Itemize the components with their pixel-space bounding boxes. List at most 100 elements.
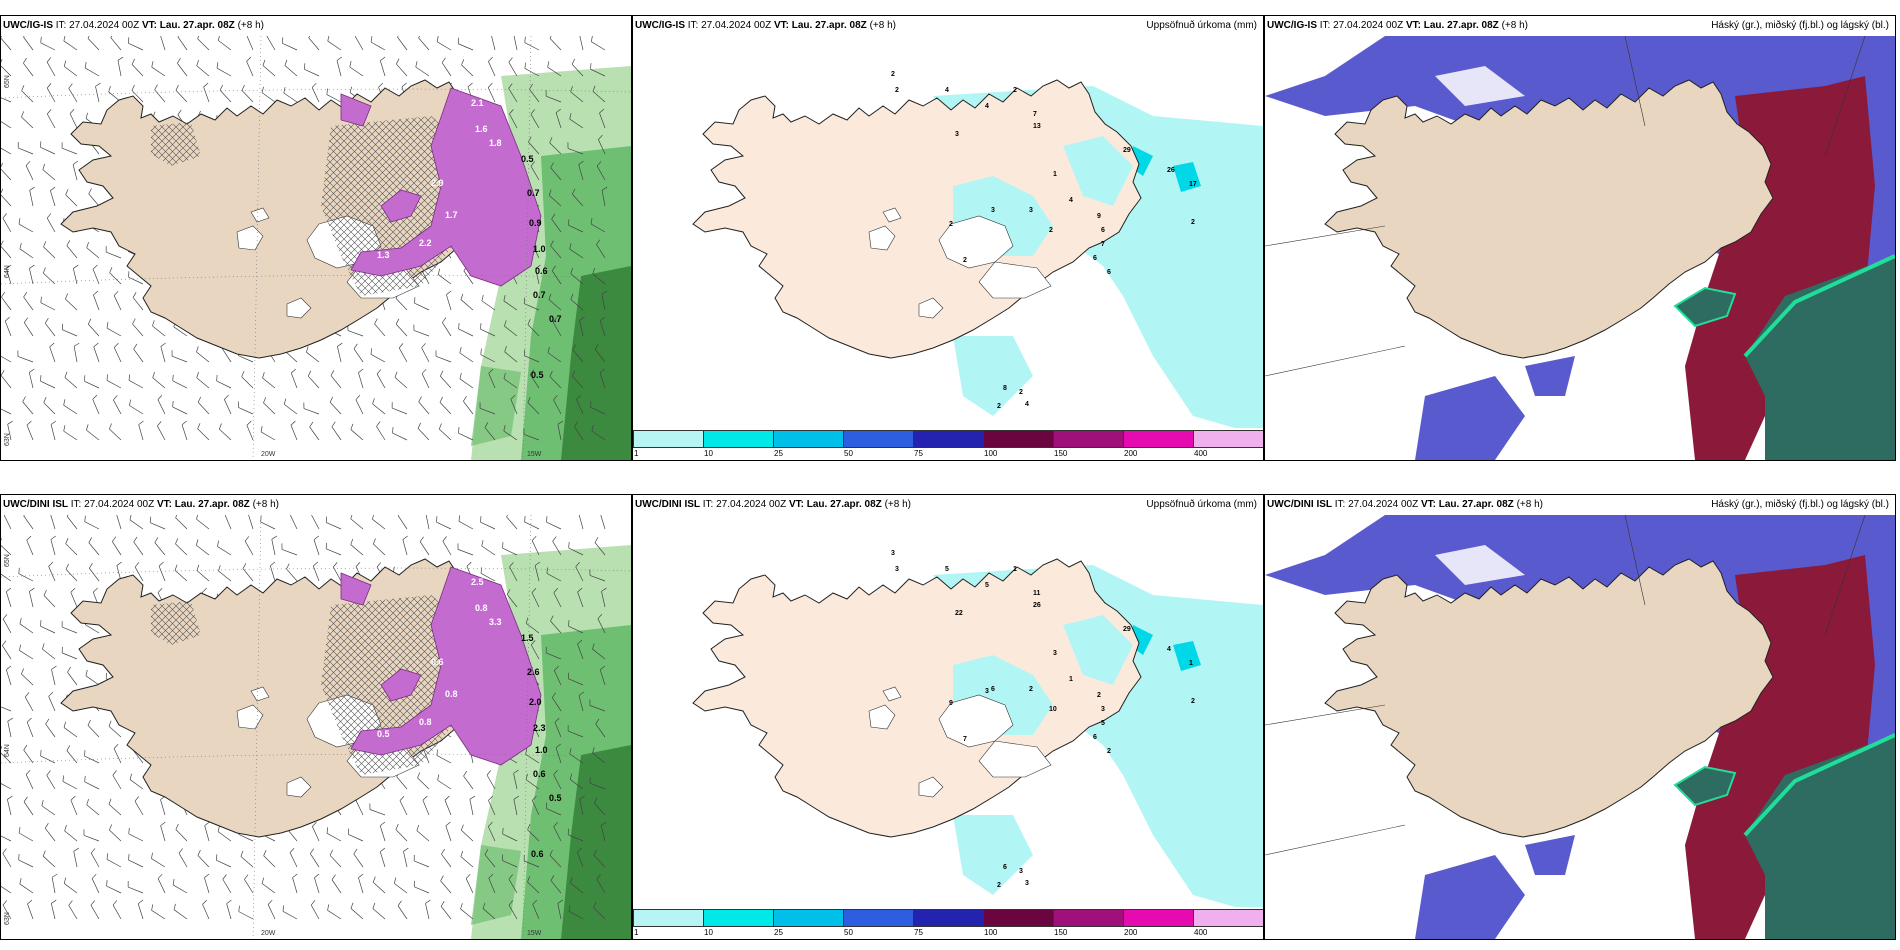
precip-value-label: 3 — [955, 131, 959, 138]
value-label: 2.5 — [471, 577, 484, 587]
scale-tick-label: 200 — [1124, 928, 1138, 937]
iceland-land — [1324, 79, 1774, 359]
scale-tick-label: 1 — [634, 449, 639, 458]
value-label: 0.6 — [531, 849, 544, 859]
glacier-areas — [868, 207, 1052, 319]
snow-hatch-area — [151, 601, 201, 645]
precip-value-label: 22 — [955, 610, 963, 617]
scale-swatch — [1193, 909, 1263, 927]
model-name: UWC/IG-IS — [3, 20, 53, 31]
axis-label: 63N — [4, 912, 11, 925]
precip-value-label: 6 — [1093, 734, 1097, 741]
value-label: 2.1 — [471, 98, 484, 108]
value-label: 0.9 — [529, 218, 542, 228]
value-label: 2.6 — [527, 667, 540, 677]
scale-tick-label: 400 — [1194, 928, 1208, 937]
scale-tick-label: 10 — [704, 928, 713, 937]
scale-tick-label: 1 — [634, 928, 639, 937]
scale-swatch — [1053, 430, 1124, 448]
scale-tick-label: 200 — [1124, 449, 1138, 458]
precip-value-label: 10 — [1049, 706, 1057, 713]
value-label: 1.3 — [377, 250, 390, 260]
precip-value-label: 4 — [1069, 197, 1073, 204]
scale-tick-label: 100 — [984, 449, 998, 458]
value-label: 2.0 — [529, 697, 542, 707]
panel-header: UWC/IG-IS IT: 27.04.2024 00Z VT: Lau. 27… — [1265, 16, 1895, 36]
init-time: 27.04.2024 00Z — [1333, 20, 1404, 31]
precip-value-label: 3 — [985, 688, 989, 695]
scale-tick-label: 75 — [914, 449, 923, 458]
precip-value-label: 5 — [945, 566, 949, 573]
precip-value-label: 3 — [1053, 650, 1057, 657]
scale-swatch — [913, 430, 984, 448]
precip-green-field — [471, 66, 631, 460]
valid-time: Lau. 27.apr. 08Z — [159, 20, 235, 31]
value-label: 0.5 — [521, 154, 534, 164]
map-panel-dini-clouds: UWC/DINI ISL IT: 27.04.2024 00Z VT: Lau.… — [1264, 494, 1896, 940]
precip-value-label: 2 — [1013, 87, 1017, 94]
map-area: 2 2 4 4 2 7 3 13 29 26 17 2 1 4 9 3 6 2 7 6 2 8 2 4 2 6 3 2 — [633, 36, 1263, 460]
precip-value-label: 8 — [1003, 385, 1007, 392]
value-label: 2.9 — [431, 178, 444, 188]
precip-value-label: 2 — [1029, 686, 1033, 693]
precip-value-label: 26 — [1167, 167, 1175, 174]
scale-swatch — [843, 909, 914, 927]
scale-swatch — [773, 430, 844, 448]
scale-swatch — [913, 909, 984, 927]
valid-time: Lau. 27.apr. 08Z — [806, 499, 882, 510]
precip-value-label: 3 — [895, 566, 899, 573]
value-label: 0.7 — [533, 290, 546, 300]
panel-title: Háský (gr.), miðský (fj.bl.) og lágský (… — [1711, 499, 1889, 510]
lead-time: (+8 h) — [1516, 499, 1543, 510]
value-label: 0.6 — [533, 769, 546, 779]
value-label: 0.5 — [549, 793, 562, 803]
panel-header: UWC/IG-IS IT: 27.04.2024 00Z VT: Lau. 27… — [633, 16, 1263, 36]
model-name: UWC/DINI ISL — [635, 499, 700, 510]
snowfall-pink-band — [340, 87, 542, 287]
scale-swatch — [843, 430, 914, 448]
precip-value-label: 4 — [1167, 646, 1171, 653]
precip-value-label: 2 — [1097, 692, 1101, 699]
precip-value-label: 6 — [1101, 227, 1105, 234]
scale-swatch — [1053, 909, 1124, 927]
value-label: 0.6 — [535, 266, 548, 276]
panel-header: UWC/DINI ISL IT: 27.04.2024 00Z VT: Lau.… — [1265, 495, 1895, 515]
precip-value-label: 2 — [963, 257, 967, 264]
axis-label: 20W — [261, 930, 276, 937]
precip-color-scale: 1 10 25 50 75 100 150 200 400 — [633, 428, 1263, 460]
lead-time: (+8 h) — [869, 20, 896, 31]
init-time: 27.04.2024 00Z — [1348, 499, 1419, 510]
axis-label: 20W — [261, 451, 276, 458]
precip-value-label: 2 — [1191, 219, 1195, 226]
precip-value-label: 3 — [1019, 868, 1023, 875]
precip-value-label: 6 — [991, 686, 995, 693]
value-label: 0.6 — [431, 657, 444, 667]
init-time: 27.04.2024 00Z — [716, 499, 787, 510]
precip-value-label: 3 — [1101, 706, 1105, 713]
scale-swatch — [703, 430, 774, 448]
scale-tick-label: 50 — [844, 449, 853, 458]
value-label: 1.7 — [445, 210, 458, 220]
panel-title: Uppsöfnuð úrkoma (mm) — [1146, 499, 1257, 510]
precip-value-label: 17 — [1189, 181, 1197, 188]
precip-value-label: 4 — [985, 103, 989, 110]
precip-value-label: 1 — [1189, 660, 1193, 667]
axis-label: 63N — [4, 433, 11, 446]
precip-value-label: 11 — [1033, 590, 1041, 597]
scale-tick-label: 25 — [774, 449, 783, 458]
axis-label: 64N — [4, 744, 11, 757]
precip-value-label: 9 — [949, 700, 953, 707]
precip-value-label: 7 — [963, 736, 967, 743]
lead-time: (+8 h) — [1501, 20, 1528, 31]
model-name: UWC/IG-IS — [635, 20, 685, 31]
precip-value-label: 13 — [1033, 123, 1041, 130]
precip-value-label: 3 — [1025, 880, 1029, 887]
panel-title: Uppsöfnuð úrkoma (mm) — [1146, 20, 1257, 31]
precip-value-label: 29 — [1123, 626, 1131, 633]
scale-swatch — [1123, 430, 1194, 448]
scale-tick-label: 100 — [984, 928, 998, 937]
iceland-land — [1324, 558, 1774, 838]
panel-header: UWC/DINI ISL IT: 27.04.2024 00Z VT: Lau.… — [633, 495, 1263, 515]
precip-value-label: 9 — [1097, 213, 1101, 220]
init-time: 27.04.2024 00Z — [84, 499, 155, 510]
